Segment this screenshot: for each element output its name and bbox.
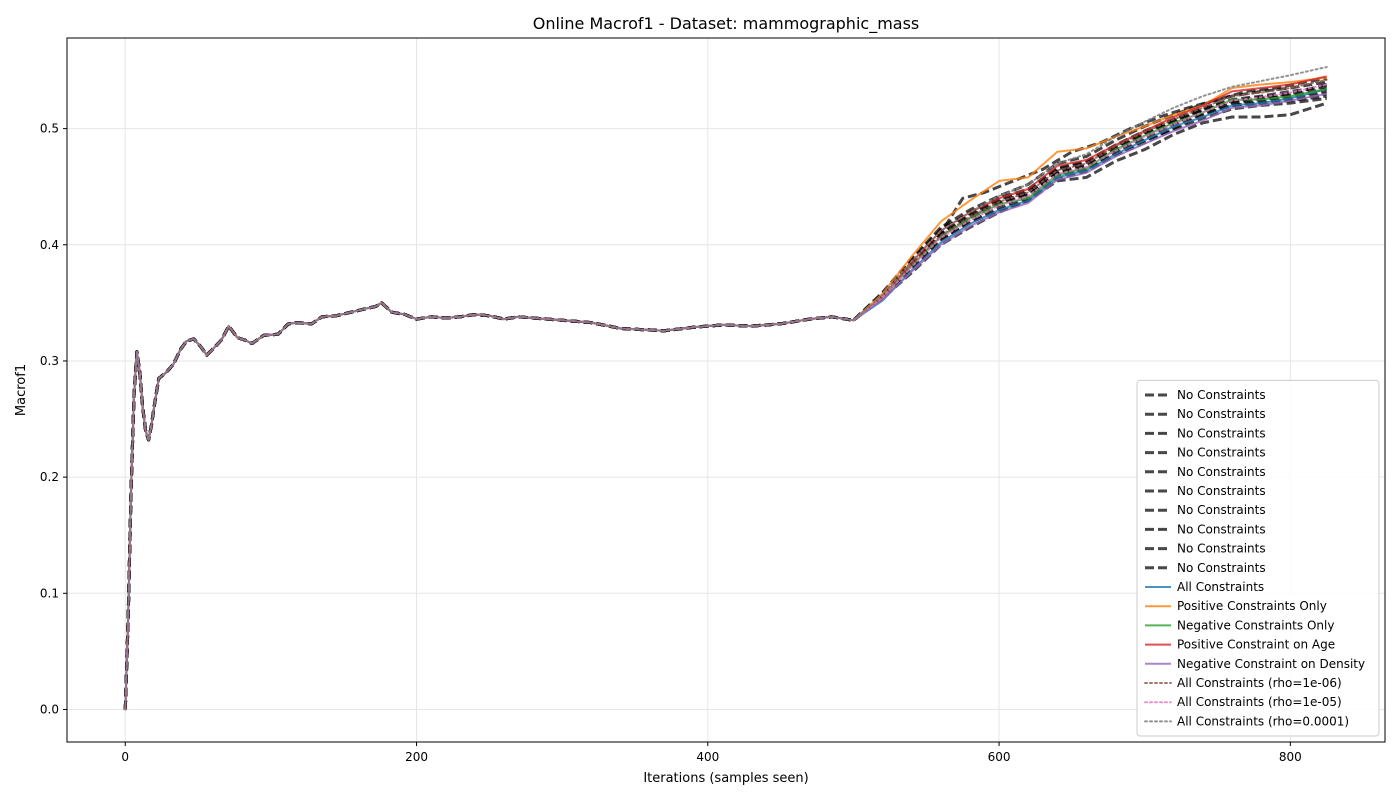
y-tick-label: 0.2 xyxy=(40,470,59,484)
legend-box xyxy=(1136,379,1380,737)
legend: No Constraints No Constraints No Constrain… xyxy=(1136,379,1380,737)
legend-label: No Constraints xyxy=(1177,465,1266,479)
y-tick-label: 0.1 xyxy=(40,586,59,600)
legend-label: No Constraints xyxy=(1177,426,1266,440)
legend-label: Positive Constraint on Age xyxy=(1177,638,1335,652)
legend-label: All Constraints xyxy=(1177,580,1264,594)
legend-label: Negative Constraints Only xyxy=(1177,618,1334,632)
x-tick-label: 400 xyxy=(696,750,719,764)
y-tick-label: 0.3 xyxy=(40,354,59,368)
series-lines xyxy=(123,66,1328,711)
y-axis-label: Macrof1 xyxy=(14,364,29,416)
x-tick-label: 0 xyxy=(121,750,129,764)
legend-label: No Constraints xyxy=(1177,407,1266,421)
legend-label: All Constraints (rho=0.0001) xyxy=(1177,714,1349,728)
y-tick-label: 0.0 xyxy=(40,702,59,716)
x-tick-label: 600 xyxy=(988,750,1011,764)
y-tick-label: 0.4 xyxy=(40,238,59,252)
chart-title: Online Macrof1 - Dataset: mammographic_m… xyxy=(533,14,920,34)
x-tick-label: 800 xyxy=(1279,750,1302,764)
x-tick-label: 200 xyxy=(405,750,428,764)
y-tick-label: 0.5 xyxy=(40,122,59,136)
legend-label: No Constraints xyxy=(1177,522,1266,536)
legend-label: All Constraints (rho=1e-06) xyxy=(1177,676,1342,690)
plot-frame xyxy=(66,37,1386,743)
legend-label: No Constraints xyxy=(1177,484,1266,498)
legend-label: No Constraints xyxy=(1177,388,1266,402)
series-line-17 xyxy=(124,66,1328,711)
legend-label: Positive Constraints Only xyxy=(1177,599,1327,613)
legend-label: No Constraints xyxy=(1177,561,1266,575)
legend-label: All Constraints (rho=1e-05) xyxy=(1177,695,1342,709)
legend-label: No Constraints xyxy=(1177,542,1266,556)
legend-label: No Constraints xyxy=(1177,503,1266,517)
legend-label: Negative Constraint on Density xyxy=(1177,657,1365,671)
x-axis-label: Iterations (samples seen) xyxy=(643,771,808,786)
axis-ticks: 0 200 400 600 800 0.0 0.1 0.2 0.3 0.4 0.5 xyxy=(40,122,1302,764)
legend-label: No Constraints xyxy=(1177,446,1266,460)
